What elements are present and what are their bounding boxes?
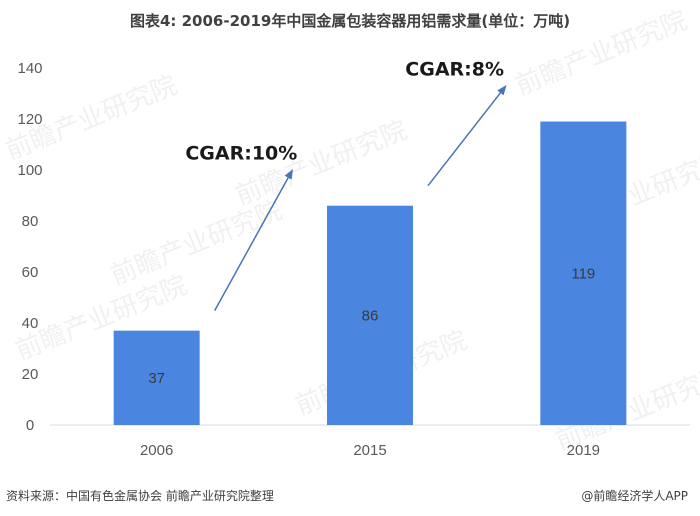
- cagr-label: CGAR:10%: [185, 143, 297, 165]
- bar-series: 37 86 119: [113, 121, 627, 426]
- bar-2006: [113, 330, 200, 425]
- x-tick-label: 2019: [567, 442, 600, 459]
- y-tick-label: 100: [17, 162, 42, 179]
- y-tick-label: 140: [17, 60, 42, 77]
- x-tick-label: 2006: [140, 442, 173, 459]
- bar-2019: [540, 121, 627, 426]
- brand-note: @前瞻经济学人APP: [581, 489, 688, 503]
- y-tick-label: 80: [22, 213, 39, 230]
- annotations: CGAR:10% CGAR:8%: [185, 59, 507, 312]
- watermark-text: 前瞻产业研究院: [106, 195, 286, 291]
- chart-title: 图表4: 2006-2019年中国金属包装容器用铝需求量(单位：万吨): [129, 12, 571, 30]
- y-tick-label: 120: [17, 111, 42, 128]
- bar-value-label: 119: [571, 265, 595, 282]
- x-tick-label: 2015: [353, 442, 386, 459]
- bar-value-label: 86: [362, 307, 379, 324]
- source-note: 资料来源：中国有色金属协会 前瞻产业研究院整理: [6, 489, 274, 503]
- y-tick-label: 20: [22, 366, 39, 383]
- watermark-text: 前瞻产业研究院: [511, 5, 691, 101]
- y-tick-label: 0: [26, 417, 34, 434]
- bar-2015: [327, 205, 413, 425]
- cagr-arrow: [427, 84, 507, 187]
- bar-value-label: 37: [148, 370, 165, 387]
- y-tick-label: 40: [22, 315, 39, 332]
- cagr-arrow: [214, 168, 293, 312]
- cagr-label: CGAR:8%: [405, 59, 504, 81]
- y-tick-label: 60: [22, 264, 39, 281]
